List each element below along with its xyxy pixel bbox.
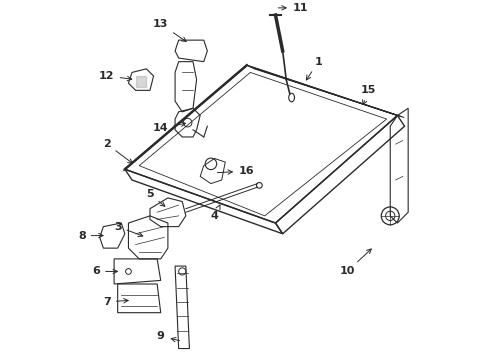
Text: 13: 13 [153,19,186,41]
Text: 14: 14 [153,122,186,133]
Text: 6: 6 [92,266,118,276]
Text: 11: 11 [278,3,308,13]
Text: 1: 1 [306,57,322,80]
Text: 8: 8 [78,231,103,240]
Text: 15: 15 [361,85,376,105]
Text: 7: 7 [103,297,128,307]
Text: 2: 2 [103,139,132,163]
Text: 5: 5 [146,189,165,206]
Text: 4: 4 [211,205,220,221]
Text: 10: 10 [340,249,371,276]
Text: 9: 9 [157,331,179,342]
Text: 12: 12 [99,71,132,81]
Text: 3: 3 [114,222,143,237]
Text: 16: 16 [217,166,255,176]
